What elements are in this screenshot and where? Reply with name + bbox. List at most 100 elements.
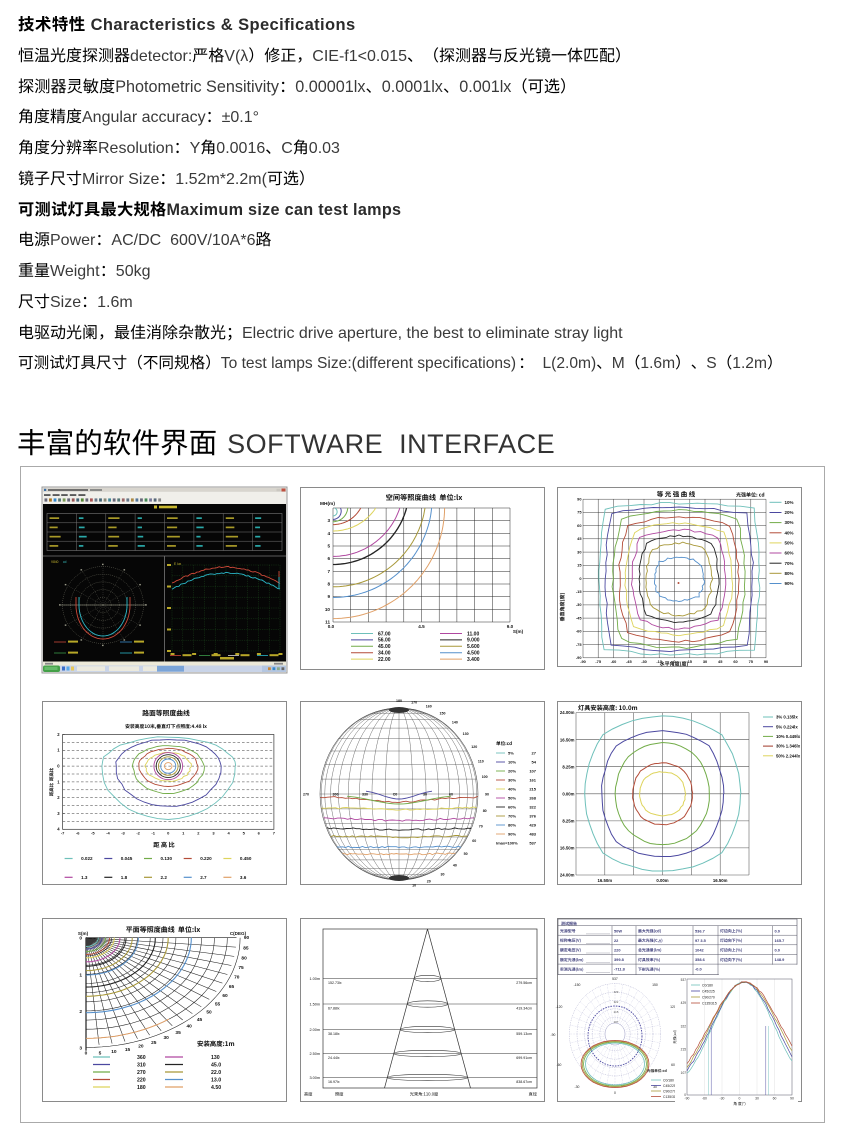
svg-text:Characteristics & Specificatio: Characteristics & Specifications bbox=[86, 16, 356, 34]
svg-text:50%: 50% bbox=[785, 541, 794, 546]
svg-text:-15: -15 bbox=[656, 659, 662, 664]
svg-text:C0/180: C0/180 bbox=[663, 1078, 674, 1082]
svg-text:AC/DC 600V/10A*6: AC/DC 600V/10A*6 bbox=[111, 232, 255, 249]
svg-text:2: 2 bbox=[79, 1009, 82, 1015]
svg-text:-45: -45 bbox=[626, 659, 632, 664]
svg-text:45: 45 bbox=[718, 659, 723, 664]
svg-text:50kg: 50kg bbox=[116, 263, 151, 280]
svg-text:215: 215 bbox=[614, 1010, 619, 1014]
svg-text:1042: 1042 bbox=[695, 947, 704, 952]
svg-text:16.50m: 16.50m bbox=[560, 737, 575, 742]
svg-text:45: 45 bbox=[197, 1017, 203, 1023]
svg-text:16.50m: 16.50m bbox=[598, 878, 613, 883]
svg-text:C45/225: C45/225 bbox=[663, 1084, 676, 1088]
svg-text:220: 220 bbox=[614, 947, 621, 952]
svg-text:5.600: 5.600 bbox=[467, 644, 480, 650]
svg-text:10%: 10% bbox=[508, 760, 516, 765]
svg-text:90: 90 bbox=[764, 659, 768, 664]
svg-text:30% 1.346lx: 30% 1.346lx bbox=[776, 744, 801, 749]
svg-text:-60: -60 bbox=[557, 1063, 562, 1067]
svg-text:322: 322 bbox=[614, 1000, 619, 1004]
svg-text:0.0001lx: 0.0001lx bbox=[382, 78, 443, 96]
svg-text:330: 330 bbox=[362, 793, 368, 797]
svg-text:60: 60 bbox=[449, 793, 453, 797]
svg-text:0.00001lx: 0.00001lx bbox=[295, 78, 365, 96]
svg-text:0: 0 bbox=[85, 1051, 88, 1057]
svg-text:11.00: 11.00 bbox=[467, 631, 479, 637]
svg-text:150: 150 bbox=[440, 711, 446, 715]
svg-text:16.50m: 16.50m bbox=[713, 878, 728, 883]
svg-text:30: 30 bbox=[577, 549, 581, 554]
svg-text:-3: -3 bbox=[121, 830, 125, 835]
svg-text:70%: 70% bbox=[508, 814, 516, 819]
svg-text:1: 1 bbox=[182, 830, 185, 835]
svg-text:1: 1 bbox=[79, 972, 82, 978]
svg-text:-75: -75 bbox=[576, 642, 582, 647]
svg-text:30%: 30% bbox=[508, 778, 516, 783]
svg-text:0: 0 bbox=[167, 830, 170, 835]
svg-text:2.00m: 2.00m bbox=[309, 1028, 320, 1032]
svg-text:Mirror Size: Mirror Size bbox=[82, 171, 159, 188]
svg-text:2: 2 bbox=[197, 830, 200, 835]
svg-text:-0.0: -0.0 bbox=[695, 967, 702, 972]
svg-text:8: 8 bbox=[327, 582, 330, 587]
svg-text:70%: 70% bbox=[785, 561, 794, 566]
svg-text:322: 322 bbox=[681, 1024, 687, 1028]
svg-text:60%: 60% bbox=[508, 805, 516, 810]
svg-text:Maximum size can test lamps: Maximum size can test lamps bbox=[167, 201, 402, 219]
svg-text:E lux: E lux bbox=[174, 562, 181, 566]
svg-text:1.6m: 1.6m bbox=[640, 355, 675, 372]
svg-text:3.400: 3.400 bbox=[467, 657, 480, 663]
svg-text:1.00m: 1.00m bbox=[309, 977, 320, 981]
svg-text:Size: Size bbox=[50, 294, 81, 311]
svg-text:-90: -90 bbox=[580, 659, 586, 664]
svg-text:120: 120 bbox=[670, 1005, 676, 1009]
svg-text:75: 75 bbox=[577, 510, 582, 515]
svg-text:-1: -1 bbox=[151, 830, 155, 835]
svg-text:CIE-f1<0.015: CIE-f1<0.015 bbox=[312, 48, 407, 65]
svg-text:60: 60 bbox=[733, 659, 737, 664]
svg-text:10: 10 bbox=[111, 1049, 117, 1055]
svg-text:S(m): S(m) bbox=[513, 629, 524, 634]
svg-text:30: 30 bbox=[164, 1035, 170, 1041]
svg-text:376: 376 bbox=[529, 814, 536, 819]
svg-text:3% 0.135lx: 3% 0.135lx bbox=[776, 715, 798, 720]
svg-text:67.88lx: 67.88lx bbox=[328, 1007, 340, 1011]
svg-text:310: 310 bbox=[137, 1062, 146, 1068]
svg-text:2.7: 2.7 bbox=[200, 875, 207, 880]
svg-text:90: 90 bbox=[790, 1097, 794, 1101]
svg-text:22.00: 22.00 bbox=[378, 657, 391, 663]
svg-text:0.0: 0.0 bbox=[775, 928, 780, 933]
svg-text:107: 107 bbox=[681, 1071, 687, 1075]
svg-text:V840: V840 bbox=[51, 560, 59, 564]
svg-text:0: 0 bbox=[684, 1093, 686, 1097]
svg-text:15: 15 bbox=[125, 1047, 131, 1053]
svg-text:0.450: 0.450 bbox=[240, 856, 252, 861]
svg-text:360: 360 bbox=[137, 1055, 146, 1061]
svg-text:67.00: 67.00 bbox=[378, 631, 391, 637]
svg-text:399.8: 399.8 bbox=[614, 957, 625, 962]
svg-text:C90/270: C90/270 bbox=[702, 995, 715, 999]
svg-text:60: 60 bbox=[671, 1063, 675, 1067]
svg-text:7: 7 bbox=[273, 830, 276, 835]
svg-text:40: 40 bbox=[453, 864, 457, 868]
svg-text:MH(m): MH(m) bbox=[320, 501, 335, 507]
svg-text:-5: -5 bbox=[91, 830, 95, 835]
svg-text:C0/180: C0/180 bbox=[702, 983, 713, 987]
svg-text:165.7: 165.7 bbox=[775, 938, 785, 943]
svg-text:75: 75 bbox=[238, 965, 244, 971]
svg-text:5: 5 bbox=[327, 544, 330, 549]
svg-text:13.0: 13.0 bbox=[211, 1077, 221, 1083]
svg-text:M: M bbox=[612, 355, 625, 372]
svg-text:-60: -60 bbox=[611, 659, 617, 664]
svg-text:S(m): S(m) bbox=[78, 931, 89, 936]
svg-text:110: 110 bbox=[478, 760, 484, 764]
svg-text:2: 2 bbox=[57, 732, 60, 737]
svg-text:180: 180 bbox=[396, 699, 402, 703]
svg-text:80: 80 bbox=[483, 809, 487, 813]
svg-text:3: 3 bbox=[79, 1046, 82, 1052]
svg-text:1.50m: 1.50m bbox=[309, 1002, 320, 1006]
svg-text:3: 3 bbox=[212, 830, 215, 835]
svg-text:30: 30 bbox=[653, 1085, 657, 1089]
svg-text:75: 75 bbox=[749, 659, 754, 664]
